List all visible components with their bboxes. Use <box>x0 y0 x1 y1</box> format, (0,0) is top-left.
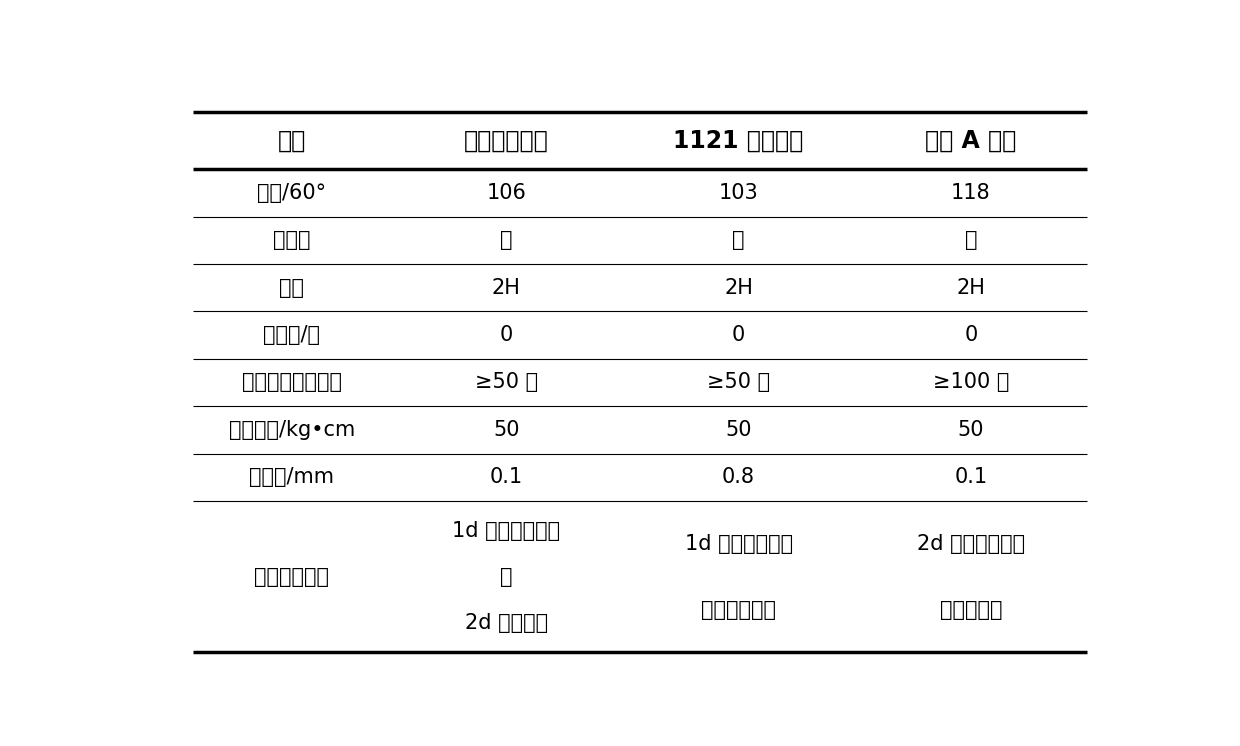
Text: 2d 轻微变色: 2d 轻微变色 <box>465 612 548 633</box>
Text: 0: 0 <box>500 325 513 345</box>
Text: 50: 50 <box>725 420 751 440</box>
Text: 2d 不起泡、不脱: 2d 不起泡、不脱 <box>916 533 1025 554</box>
Text: 落、轻微变色: 落、轻微变色 <box>701 600 776 620</box>
Text: ≥100 次: ≥100 次 <box>932 372 1009 392</box>
Text: 106: 106 <box>486 183 526 203</box>
Text: 耐冲击性/kg•cm: 耐冲击性/kg•cm <box>228 420 355 440</box>
Text: 1121 产品制漆: 1121 产品制漆 <box>673 129 804 153</box>
Text: 耐乙醇性（擦拭）: 耐乙醇性（擦拭） <box>242 372 342 392</box>
Text: 0.1: 0.1 <box>490 467 523 487</box>
Text: ≥50 次: ≥50 次 <box>707 372 770 392</box>
Text: 耐水（常温）: 耐水（常温） <box>254 567 330 586</box>
Text: 落: 落 <box>500 567 512 586</box>
Text: 柔韧性/mm: 柔韧性/mm <box>249 467 335 487</box>
Text: 1d 不起泡、不脱: 1d 不起泡、不脱 <box>453 521 560 541</box>
Text: 0: 0 <box>732 325 745 345</box>
Text: 项目: 项目 <box>278 129 306 153</box>
Text: 50: 50 <box>957 420 985 440</box>
Text: 103: 103 <box>719 183 759 203</box>
Text: 2H: 2H <box>724 278 753 298</box>
Text: 产品 A 制漆: 产品 A 制漆 <box>925 129 1017 153</box>
Text: 2H: 2H <box>492 278 521 298</box>
Text: 50: 50 <box>494 420 520 440</box>
Text: 光泽/60°: 光泽/60° <box>257 183 326 203</box>
Text: 0: 0 <box>965 325 977 345</box>
Text: 好: 好 <box>965 231 977 251</box>
Text: 好: 好 <box>733 231 745 251</box>
Text: 硬度: 硬度 <box>279 278 304 298</box>
Text: 2H: 2H <box>956 278 986 298</box>
Text: 落、不变色: 落、不变色 <box>940 600 1002 620</box>
Text: ≥50 次: ≥50 次 <box>475 372 538 392</box>
Text: 0.1: 0.1 <box>955 467 987 487</box>
Text: 1d 不起泡、不脱: 1d 不起泡、不脱 <box>684 533 792 554</box>
Text: 专利产品制漆: 专利产品制漆 <box>464 129 548 153</box>
Text: 118: 118 <box>951 183 991 203</box>
Text: 好: 好 <box>500 231 512 251</box>
Text: 附着力/级: 附着力/级 <box>263 325 320 345</box>
Text: 0.8: 0.8 <box>722 467 755 487</box>
Text: 丰满度: 丰满度 <box>273 231 310 251</box>
